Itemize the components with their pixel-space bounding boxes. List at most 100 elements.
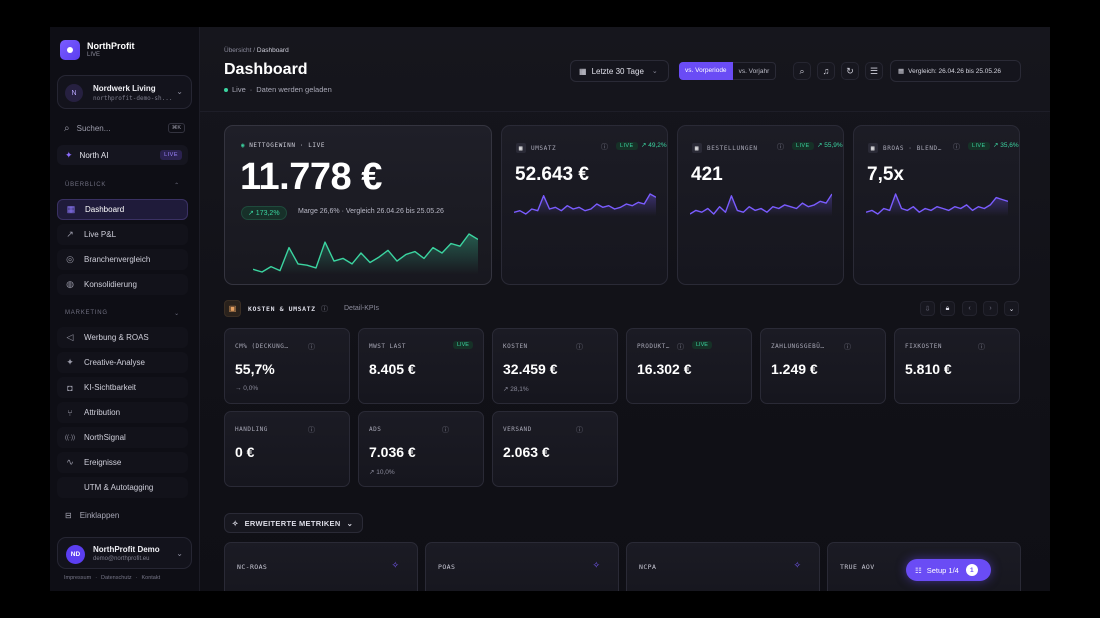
detail-value: 2.063 € <box>503 444 550 460</box>
info-icon[interactable]: ⓘ <box>978 344 985 351</box>
sidebar-item-attribution[interactable]: ⑂ Attribution <box>57 402 188 423</box>
live-badge: LIVE <box>968 142 990 150</box>
sparkline-line <box>514 193 656 215</box>
detail-card-mwst-last[interactable]: MWST LAST ⓘLIVE8.405 € <box>358 328 484 404</box>
info-icon[interactable]: ⓘ <box>308 427 315 434</box>
extended-metrics-toggle[interactable]: ✧ ERWEITERTE METRIKEN ⌄ <box>224 513 363 533</box>
ext-label: TRUE AOV <box>840 563 875 571</box>
lock-icon[interactable]: 🔒︎ <box>940 301 955 316</box>
section-marketing-toggle[interactable]: MARKETING ⌄ <box>65 310 180 317</box>
ext-label: POAS <box>438 563 456 571</box>
info-icon[interactable]: ⓘ <box>953 144 960 151</box>
checklist-icon: ☷ <box>915 565 922 575</box>
chevron-down-icon[interactable]: ⌄ <box>1004 301 1019 316</box>
detail-card-fixkosten[interactable]: FIXKOSTEN ⓘ 5.810 € <box>894 328 1020 404</box>
info-icon[interactable]: ⓘ <box>576 427 583 434</box>
compare-prev-button[interactable]: vs. Vorperiode <box>679 62 733 80</box>
sidebar-item-konsolidierung[interactable]: ◍ Konsolidierung <box>57 274 188 295</box>
kpi-sparkline <box>690 193 832 216</box>
kpi-card-umsatz[interactable]: ▦ UMSATZ ⓘ LIVE ↗ 49,2% 52.643 € <box>501 125 668 285</box>
info-icon[interactable]: ⓘ <box>777 144 784 151</box>
filter-icon[interactable]: ☰ <box>865 62 883 80</box>
sidebar-item-branchenvergleich[interactable]: ◎ Branchenvergleich <box>57 249 188 270</box>
sparkline-area <box>866 194 1008 216</box>
detail-card-cm-deckung[interactable]: CM% (DECKUNG… ⓘ 55,7% → 0,0% <box>224 328 350 404</box>
sidebar-item-utm-autotagging[interactable]: UTM & Autotagging <box>57 477 188 498</box>
workspace-name: Nordwerk Living <box>93 84 156 93</box>
link-impressum[interactable]: Impressum <box>64 575 92 581</box>
sidebar-item-live-p-l[interactable]: ↗ Live P&L <box>57 224 188 245</box>
sidebar-item-label: Live P&L <box>84 230 117 239</box>
info-icon[interactable]: ⓘ <box>321 306 328 313</box>
detail-card-versand[interactable]: VERSAND ⓘ 2.063 € <box>492 411 618 487</box>
search-input[interactable]: ⌕ Suchen... ⌘K <box>57 118 185 138</box>
kpi-sparkline <box>866 193 1008 216</box>
calendar-icon: ▦ <box>898 68 905 75</box>
ext-card-ncpa[interactable]: NCPA ✧ <box>626 542 820 591</box>
info-icon[interactable]: ⓘ <box>576 344 583 351</box>
setup-button[interactable]: ☷ Setup 1/4 1 <box>906 559 991 581</box>
detail-card-handling[interactable]: HANDLING ⓘ 0 € <box>224 411 350 487</box>
ext-card-nc-roas[interactable]: NC-ROAS ✧ <box>224 542 418 591</box>
sidebar-item-ki-sichtbarkeit[interactable]: ◘ KI-Sichtbarkeit <box>57 377 188 398</box>
info-icon[interactable]: ⓘ <box>442 427 449 434</box>
setup-count-badge: 1 <box>965 564 978 576</box>
detail-card-produkt[interactable]: PRODUKT… ⓘ LIVE 16.302 € <box>626 328 752 404</box>
link-kontakt[interactable]: Kontakt <box>141 575 161 581</box>
search-shortcut: ⌘K <box>167 123 185 133</box>
section-title: KOSTEN & UMSATZ <box>248 305 316 313</box>
detail-card-zahlungsgeb[interactable]: ZAHLUNGSGEBÜ… ⓘ 1.249 € <box>760 328 886 404</box>
megaphone-icon: ◁ <box>66 332 74 342</box>
compare-period-display[interactable]: ▦ Vergleich: 26.04.26 bis 25.05.26 <box>890 60 1021 82</box>
info-icon[interactable]: ⓘ <box>677 344 684 351</box>
breadcrumb-root[interactable]: Übersicht <box>224 47 252 54</box>
grid-icon: ▦ <box>66 204 76 214</box>
bell-icon[interactable]: ♫ <box>817 62 835 80</box>
kpi-card-net-profit[interactable]: ◉ NETTOGEWINN · LIVE 11.778 € ↗ 173,2% M… <box>224 125 492 285</box>
info-icon[interactable]: ⓘ <box>308 344 315 351</box>
status-text: Daten werden geladen <box>256 85 332 94</box>
live-badge: LIVE <box>692 341 712 349</box>
workspace-switcher[interactable]: N Nordwerk Living northprofit-demo-sh...… <box>57 75 192 109</box>
signal-icon: ((·)) <box>65 434 75 441</box>
sidebar-item-ereignisse[interactable]: ∿ Ereignisse <box>57 452 188 473</box>
detail-value: 1.249 € <box>771 361 818 377</box>
kpi-card-bestellungen[interactable]: ▦ BESTELLUNGEN ⓘ LIVE ↗ 55,9% 421 <box>677 125 844 285</box>
branch-icon: ⑂ <box>67 407 73 418</box>
sparkline-area <box>514 194 656 216</box>
section-overview-toggle[interactable]: ÜBERBLICK ⌃ <box>65 182 180 189</box>
ext-card-poas[interactable]: POAS ✧ <box>425 542 619 591</box>
sidebar-item-label: Dashboard <box>85 205 125 214</box>
kpi-change: ↗ 49,2% <box>641 142 667 149</box>
sidebar-item-creative-analyse[interactable]: ✦ Creative-Analyse <box>57 352 188 373</box>
search-button[interactable]: ⌕ <box>793 62 811 80</box>
avatar: ND <box>66 545 85 564</box>
download-icon[interactable]: ⇩ <box>920 301 935 316</box>
link-datenschutz[interactable]: Datenschutz <box>101 575 132 581</box>
compare-year-button[interactable]: vs. Vorjahr <box>732 62 777 80</box>
info-icon[interactable]: ⓘ <box>844 344 851 351</box>
kpi-value: 52.643 € <box>515 164 589 185</box>
brand[interactable]: NorthProfit LIVE <box>60 40 135 60</box>
collapse-button[interactable]: ⊟ Einklappen <box>65 511 119 520</box>
detail-card-kosten[interactable]: KOSTEN ⓘ 32.459 € ↗ 28,1% <box>492 328 618 404</box>
sidebar-item-dashboard[interactable]: ▦ Dashboard <box>57 199 188 220</box>
compare-period-text: Vergleich: 26.04.26 bis 25.05.26 <box>908 67 1002 75</box>
brand-name: NorthProfit <box>87 41 135 51</box>
user-menu[interactable]: ND NorthProfit Demo demo@northprofit.eu … <box>57 537 192 569</box>
section-overview-label: ÜBERBLICK <box>65 182 107 188</box>
info-icon[interactable]: ⓘ <box>601 144 608 151</box>
ext-label: NCPA <box>639 563 657 571</box>
sidebar-item-north-ai[interactable]: ✦ North AI LIVE <box>57 145 188 165</box>
arrow-left-icon[interactable]: ‹ <box>962 301 977 316</box>
arrow-right-icon[interactable]: › <box>983 301 998 316</box>
page-title: Dashboard <box>224 61 308 78</box>
refresh-icon[interactable]: ↻ <box>841 62 859 80</box>
compare-toggle: vs. Vorperiode vs. Vorjahr <box>679 62 777 80</box>
kpi-card-broas[interactable]: ▦ BROAS · BLEND… ⓘ LIVE ↗ 35,6% 7,5x <box>853 125 1020 285</box>
detail-card-ads[interactable]: ADS ⓘ 7.036 € ↗ 10,0% <box>358 411 484 487</box>
sidebar-item-northsignal[interactable]: ((·)) NorthSignal <box>57 427 188 448</box>
detail-label: ADS <box>369 426 382 433</box>
sidebar-item-werbung-roas[interactable]: ◁ Werbung & ROAS <box>57 327 188 348</box>
date-range-select[interactable]: ▦ Letzte 30 Tage ⌄ <box>570 60 669 82</box>
